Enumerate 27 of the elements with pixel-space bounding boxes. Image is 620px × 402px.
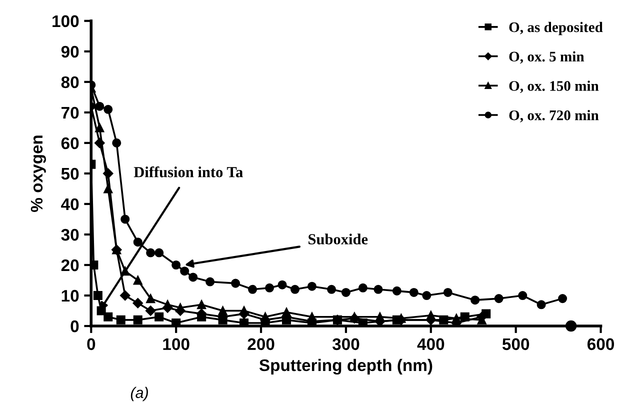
y-tick-label: 80 <box>61 76 79 88</box>
annotation: Diffusion into Ta <box>134 166 243 178</box>
x-tick-label: 200 <box>248 338 274 350</box>
legend-label: O, ox. 720 min <box>509 110 599 122</box>
text: (a) <box>130 386 148 402</box>
y-tick-label: 90 <box>61 46 79 58</box>
y-tick-label: 30 <box>61 228 79 241</box>
legend-label: O, ox. 150 min <box>509 80 599 93</box>
y-tick-label: 60 <box>61 137 79 150</box>
x-axis-title: Sputtering depth (nm) <box>259 358 432 375</box>
x-tick-label: 400 <box>417 338 444 350</box>
x-tick-label: 300 <box>332 338 360 350</box>
legend-label: O, as deposited <box>509 22 603 36</box>
y-tick-label: 40 <box>61 198 79 210</box>
y-tick-label: 70 <box>62 106 79 119</box>
y-tick-label: 0 <box>70 320 79 332</box>
annotation: Suboxide <box>308 234 368 244</box>
y-tick-label: 20 <box>61 259 79 272</box>
x-tick-label: 0 <box>87 338 96 350</box>
legend-label: O, ox. 5 min <box>509 51 584 64</box>
x-tick-label: 600 <box>587 338 614 350</box>
x-tick-label: 100 <box>163 338 190 350</box>
y-tick-label: 100 <box>52 15 79 28</box>
y-tick-label: 50 <box>61 168 79 180</box>
y-axis-title: % oxygen <box>30 136 46 212</box>
y-tick-label: 10 <box>62 290 79 302</box>
x-tick-label: 500 <box>502 338 530 350</box>
